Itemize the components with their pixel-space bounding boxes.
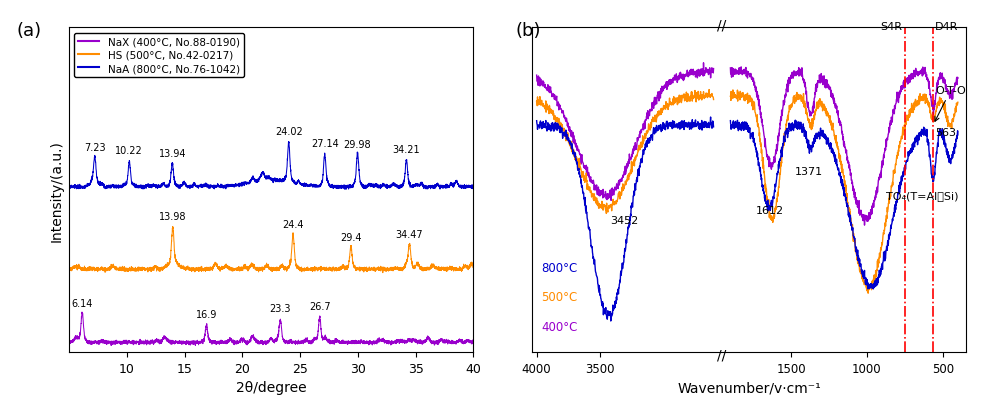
Y-axis label: Intensity/(a.u.): Intensity/(a.u.) xyxy=(49,140,63,241)
Text: O-T-O: O-T-O xyxy=(935,86,966,122)
Text: 10.22: 10.22 xyxy=(115,146,143,156)
Text: 400°C: 400°C xyxy=(541,320,578,333)
Text: 6.14: 6.14 xyxy=(72,298,93,308)
Text: 34.47: 34.47 xyxy=(395,229,423,239)
Text: 1612: 1612 xyxy=(756,205,784,215)
Text: S4R: S4R xyxy=(880,22,902,32)
Text: 1371: 1371 xyxy=(795,167,822,177)
Text: 500°C: 500°C xyxy=(541,291,578,304)
Text: 13.94: 13.94 xyxy=(159,149,186,159)
Text: 13.98: 13.98 xyxy=(159,211,186,221)
Text: 800°C: 800°C xyxy=(541,262,578,275)
Text: TO₄(T=Al、Si): TO₄(T=Al、Si) xyxy=(886,190,958,200)
Text: 29.98: 29.98 xyxy=(344,140,372,149)
Text: (b): (b) xyxy=(515,22,540,40)
Text: 29.4: 29.4 xyxy=(340,232,362,242)
Text: 26.7: 26.7 xyxy=(309,301,330,311)
X-axis label: Wavenumber/v·cm⁻¹: Wavenumber/v·cm⁻¹ xyxy=(677,381,821,394)
Text: //: // xyxy=(718,348,727,362)
Text: (a): (a) xyxy=(17,22,41,40)
Text: 7.23: 7.23 xyxy=(84,143,106,153)
Text: 16.9: 16.9 xyxy=(196,309,217,319)
Text: 563: 563 xyxy=(936,127,956,137)
Text: 23.3: 23.3 xyxy=(269,304,291,313)
Text: 27.14: 27.14 xyxy=(311,139,338,149)
Text: 24.4: 24.4 xyxy=(282,220,304,230)
X-axis label: 2θ/degree: 2θ/degree xyxy=(236,381,307,394)
Text: 3452: 3452 xyxy=(610,216,638,226)
Text: //: // xyxy=(718,19,727,32)
Legend: NaX (400°C, No.88-0190), HS (500°C, No.42-0217), NaA (800°C, No.76-1042): NaX (400°C, No.88-0190), HS (500°C, No.4… xyxy=(74,34,244,78)
Text: 24.02: 24.02 xyxy=(275,127,303,137)
Text: D4R: D4R xyxy=(936,22,958,32)
Text: 34.21: 34.21 xyxy=(392,145,420,154)
